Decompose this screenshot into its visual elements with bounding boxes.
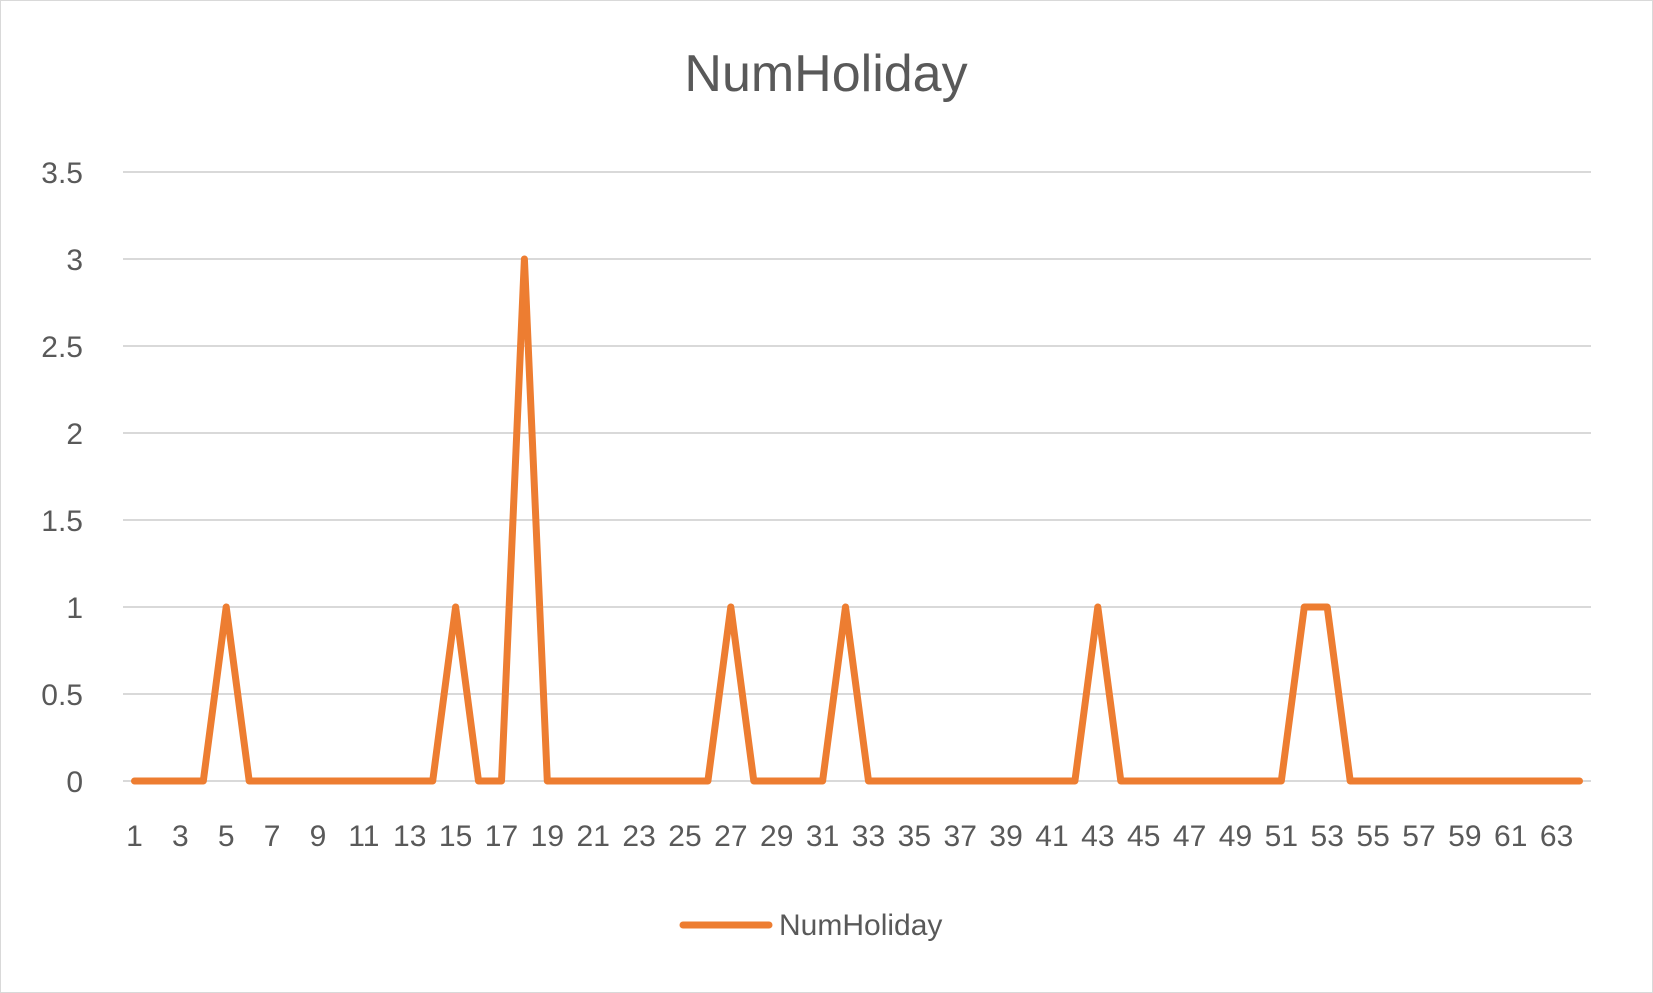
- series-layer: [131, 255, 1583, 785]
- x-tick-label: 15: [439, 820, 472, 853]
- x-tick-label: 5: [218, 820, 235, 853]
- y-tick-label: 1.5: [41, 505, 83, 538]
- x-tick-label: 33: [852, 820, 885, 853]
- y-tick-label: 1: [66, 592, 83, 625]
- x-tick-label: 3: [172, 820, 189, 853]
- y-tick-label: 0: [66, 766, 83, 799]
- x-tick-label: 17: [485, 820, 518, 853]
- x-tick-label: 63: [1540, 820, 1573, 853]
- x-tick-label: 11: [348, 820, 379, 853]
- x-tick-label: 19: [531, 820, 564, 853]
- y-tick-label: 3.5: [41, 157, 83, 190]
- x-tick-label: 37: [944, 820, 977, 853]
- y-tick-label: 0.5: [41, 679, 83, 712]
- x-tick-label: 49: [1219, 820, 1252, 853]
- x-tick-label: 31: [806, 820, 839, 853]
- y-tick-label: 2: [66, 418, 83, 451]
- x-tick-label: 43: [1081, 820, 1114, 853]
- x-tick-label: 29: [760, 820, 793, 853]
- y-tick-label: 2.5: [41, 331, 83, 364]
- x-tick-label: 13: [393, 820, 426, 853]
- x-tick-label: 25: [668, 820, 701, 853]
- x-tick-label: 41: [1035, 820, 1068, 853]
- chart-title: NumHoliday: [684, 45, 967, 103]
- x-tick-label: 57: [1402, 820, 1435, 853]
- x-tick-label: 53: [1311, 820, 1344, 853]
- x-tick-label: 35: [898, 820, 931, 853]
- x-tick-label: 23: [622, 820, 655, 853]
- y-axis-ticks: 0 0.5 1 1.5 2 2.5 3 3.5: [41, 157, 83, 799]
- x-tick-label: 55: [1356, 820, 1389, 853]
- x-tick-label: 45: [1127, 820, 1160, 853]
- y-tick-label: 3: [66, 244, 83, 277]
- series-line-numholiday: [131, 255, 1583, 785]
- x-tick-label: 39: [989, 820, 1022, 853]
- legend: NumHoliday: [679, 909, 942, 942]
- x-axis-ticks: 1 3 5 7 9 11 13 15 17 19 21 23 25 27 29 31 33 35 37 39 41 43 4…: [126, 820, 1573, 853]
- x-tick-label: 1: [126, 820, 143, 853]
- legend-label-numholiday: NumHoliday: [779, 909, 942, 942]
- x-tick-label: 27: [714, 820, 747, 853]
- x-tick-label: 9: [310, 820, 327, 853]
- x-tick-label: 61: [1494, 820, 1527, 853]
- x-tick-label: 21: [577, 820, 610, 853]
- x-tick-label: 51: [1265, 820, 1298, 853]
- gridlines: [123, 171, 1591, 782]
- x-tick-label: 7: [264, 820, 281, 853]
- x-tick-label: 47: [1173, 820, 1206, 853]
- x-tick-label: 59: [1448, 820, 1481, 853]
